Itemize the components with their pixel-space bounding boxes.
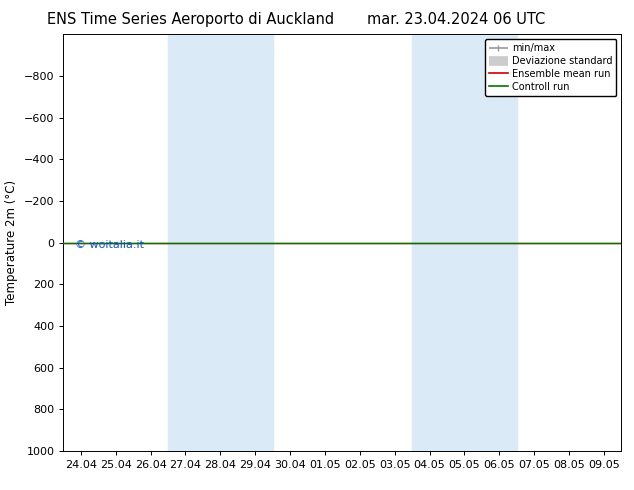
Y-axis label: Temperature 2m (°C): Temperature 2m (°C) [5, 180, 18, 305]
Legend: min/max, Deviazione standard, Ensemble mean run, Controll run: min/max, Deviazione standard, Ensemble m… [485, 39, 616, 96]
Text: © woitalia.it: © woitalia.it [75, 241, 143, 250]
Bar [412, 34, 517, 451]
Text: mar. 23.04.2024 06 UTC: mar. 23.04.2024 06 UTC [367, 12, 546, 27]
Text: ENS Time Series Aeroporto di Auckland: ENS Time Series Aeroporto di Auckland [47, 12, 333, 27]
Bar [168, 34, 273, 451]
